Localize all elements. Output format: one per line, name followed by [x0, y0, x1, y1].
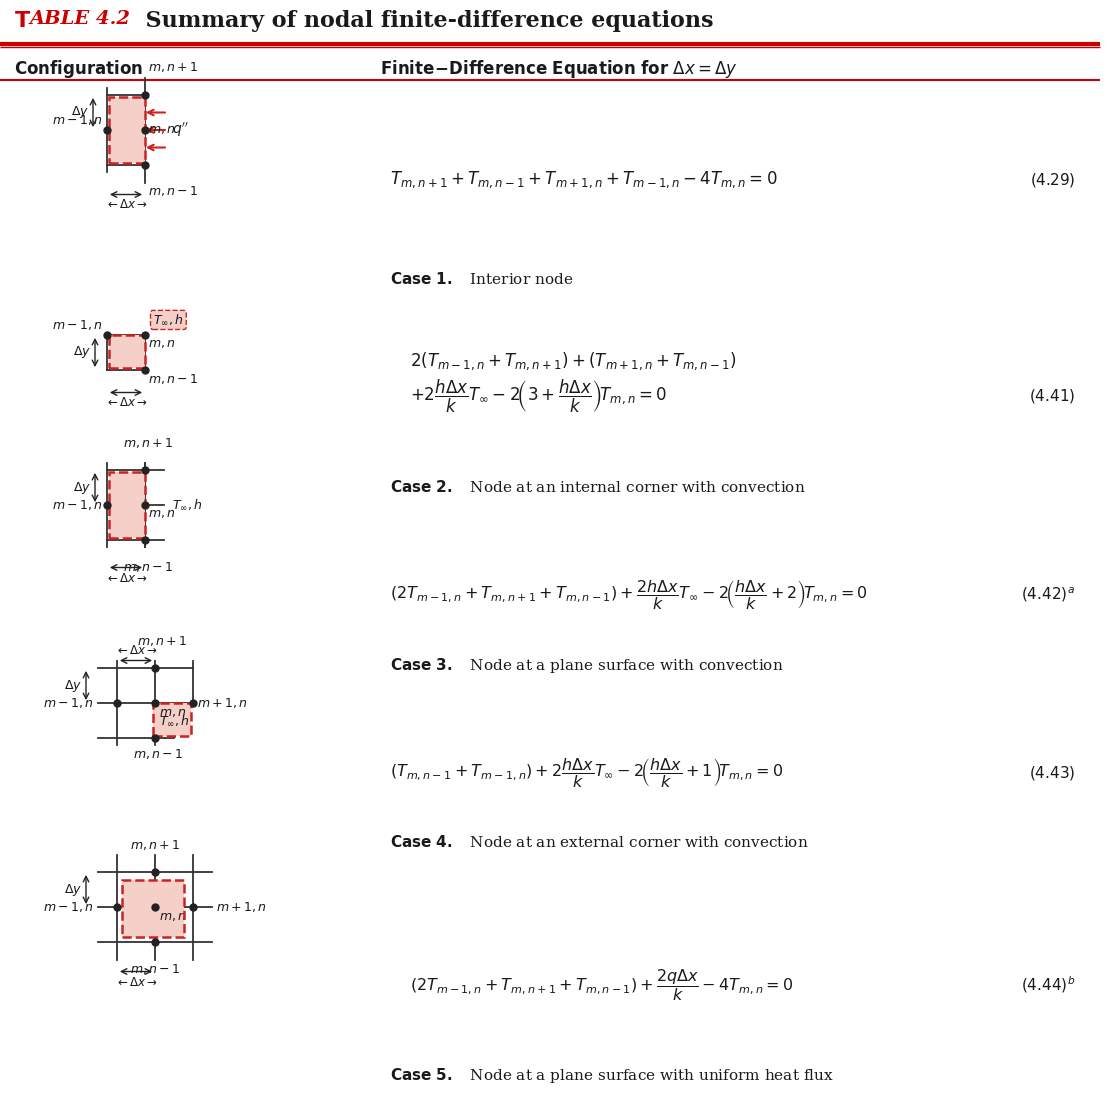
- Text: $T_\infty, h$: $T_\infty, h$: [172, 498, 203, 513]
- Text: $\Delta y$: $\Delta y$: [73, 344, 91, 361]
- Text: Summary of nodal finite-difference equations: Summary of nodal finite-difference equat…: [130, 10, 714, 32]
- Text: $m, n$: $m, n$: [159, 910, 186, 923]
- Text: $\mathbf{Case\ 1.}$   Interior node: $\mathbf{Case\ 1.}$ Interior node: [390, 271, 573, 287]
- Text: $m, n$: $m, n$: [148, 337, 175, 350]
- Text: $\Delta y$: $\Delta y$: [64, 881, 82, 898]
- Text: $(4.42)^a$: $(4.42)^a$: [1021, 585, 1074, 604]
- Text: $m, n+1$: $m, n+1$: [130, 837, 180, 851]
- FancyBboxPatch shape: [153, 703, 191, 736]
- Text: $\mathbf{Finite\!-\!Difference\ Equation\ for\ }\Delta x = \Delta y$: $\mathbf{Finite\!-\!Difference\ Equation…: [380, 58, 738, 80]
- FancyBboxPatch shape: [109, 336, 145, 368]
- Text: $q''$: $q''$: [172, 121, 189, 139]
- Text: $(2T_{m-1,n} + T_{m,n+1} + T_{m,n-1}) + \dfrac{2q\Delta x}{k} - 4T_{m,n} = 0$: $(2T_{m-1,n} + T_{m,n+1} + T_{m,n-1}) + …: [410, 967, 794, 1003]
- Text: $(4.43)$: $(4.43)$: [1029, 763, 1074, 781]
- Text: $m, n-1$: $m, n-1$: [130, 962, 180, 977]
- Text: $m, n-1$: $m, n-1$: [123, 560, 173, 573]
- Text: ABLE 4.2: ABLE 4.2: [30, 10, 131, 28]
- Text: $T_{m,n+1} + T_{m,n-1} + T_{m+1,n} + T_{m-1,n} - 4T_{m,n} = 0$: $T_{m,n+1} + T_{m,n-1} + T_{m+1,n} + T_{…: [390, 169, 777, 190]
- Text: $m+1, n$: $m+1, n$: [196, 696, 248, 710]
- Text: $T_\infty, h$: $T_\infty, h$: [159, 714, 190, 727]
- Text: $m-1, n$: $m-1, n$: [52, 498, 103, 512]
- Text: $\Delta y$: $\Delta y$: [71, 104, 89, 121]
- FancyBboxPatch shape: [122, 880, 184, 937]
- Text: $(4.29)$: $(4.29)$: [1030, 170, 1074, 189]
- Text: $\leftarrow\Delta x\rightarrow$: $\leftarrow\Delta x\rightarrow$: [104, 198, 148, 211]
- Text: $\mathbf{Configuration}$: $\mathbf{Configuration}$: [14, 58, 143, 80]
- Text: $m-1, n$: $m-1, n$: [52, 318, 103, 332]
- Text: $m, n-1$: $m, n-1$: [148, 372, 199, 386]
- Text: $\leftarrow\Delta x\rightarrow$: $\leftarrow\Delta x\rightarrow$: [104, 396, 148, 409]
- Text: $\leftarrow\Delta x\rightarrow$: $\leftarrow\Delta x\rightarrow$: [104, 572, 148, 584]
- Text: $m, n-1$: $m, n-1$: [133, 747, 184, 761]
- Text: $m, n-1$: $m, n-1$: [148, 185, 199, 198]
- Text: $(4.44)^b$: $(4.44)^b$: [1021, 975, 1074, 996]
- Text: $(4.41)$: $(4.41)$: [1029, 387, 1074, 405]
- Text: $\mathbf{T}$: $\mathbf{T}$: [14, 10, 31, 32]
- Text: $\Delta y$: $\Delta y$: [73, 480, 91, 495]
- Text: $+ 2\dfrac{h\Delta x}{k}T_\infty - 2\!\left(3 + \dfrac{h\Delta x}{k}\right)\!T_{: $+ 2\dfrac{h\Delta x}{k}T_\infty - 2\!\l…: [410, 377, 667, 415]
- Text: $m, n+1$: $m, n+1$: [138, 634, 188, 648]
- Text: $(T_{m,n-1} + T_{m-1,n}) + 2\dfrac{h\Delta x}{k}T_\infty - 2\!\left(\dfrac{h\Del: $(T_{m,n-1} + T_{m-1,n}) + 2\dfrac{h\Del…: [390, 756, 784, 789]
- Text: $m, n+1$: $m, n+1$: [123, 436, 173, 450]
- Text: $2(T_{m-1,n} + T_{m,n+1}) + (T_{m+1,n} + T_{m,n-1})$: $2(T_{m-1,n} + T_{m,n+1}) + (T_{m+1,n} +…: [410, 350, 736, 372]
- FancyBboxPatch shape: [109, 472, 145, 538]
- Text: $m-1, n$: $m-1, n$: [52, 113, 103, 127]
- Text: $\Delta y$: $\Delta y$: [64, 678, 82, 693]
- Text: $m, n$: $m, n$: [148, 507, 175, 520]
- Text: $\mathbf{Case\ 5.}$   Node at a plane surface with uniform heat flux: $\mathbf{Case\ 5.}$ Node at a plane surf…: [390, 1066, 834, 1085]
- Text: $m+1, n$: $m+1, n$: [216, 900, 268, 914]
- FancyBboxPatch shape: [109, 97, 145, 163]
- Text: $\mathbf{Case\ 4.}$   Node at an external corner with convection: $\mathbf{Case\ 4.}$ Node at an external …: [390, 834, 808, 850]
- Text: $T_\infty, h$: $T_\infty, h$: [153, 312, 184, 327]
- Text: $m, n$: $m, n$: [148, 123, 175, 136]
- Text: $m-1, n$: $m-1, n$: [43, 696, 94, 710]
- Text: $\leftarrow\Delta x\rightarrow$: $\leftarrow\Delta x\rightarrow$: [114, 645, 158, 658]
- Text: $\mathbf{Case\ 2.}$   Node at an internal corner with convection: $\mathbf{Case\ 2.}$ Node at an internal …: [390, 478, 806, 495]
- Text: $m-1, n$: $m-1, n$: [43, 900, 94, 914]
- Text: $\leftarrow\Delta x\rightarrow$: $\leftarrow\Delta x\rightarrow$: [114, 976, 158, 989]
- Text: $\mathbf{Case\ 3.}$   Node at a plane surface with convection: $\mathbf{Case\ 3.}$ Node at a plane surf…: [390, 656, 784, 675]
- Text: $m, n+1$: $m, n+1$: [148, 60, 199, 75]
- Text: $(2T_{m-1,n} + T_{m,n+1} + T_{m,n-1}) + \dfrac{2h\Delta x}{k}T_\infty - 2\!\left: $(2T_{m-1,n} + T_{m,n+1} + T_{m,n-1}) + …: [390, 579, 868, 612]
- Text: $m, n$: $m, n$: [159, 706, 186, 719]
